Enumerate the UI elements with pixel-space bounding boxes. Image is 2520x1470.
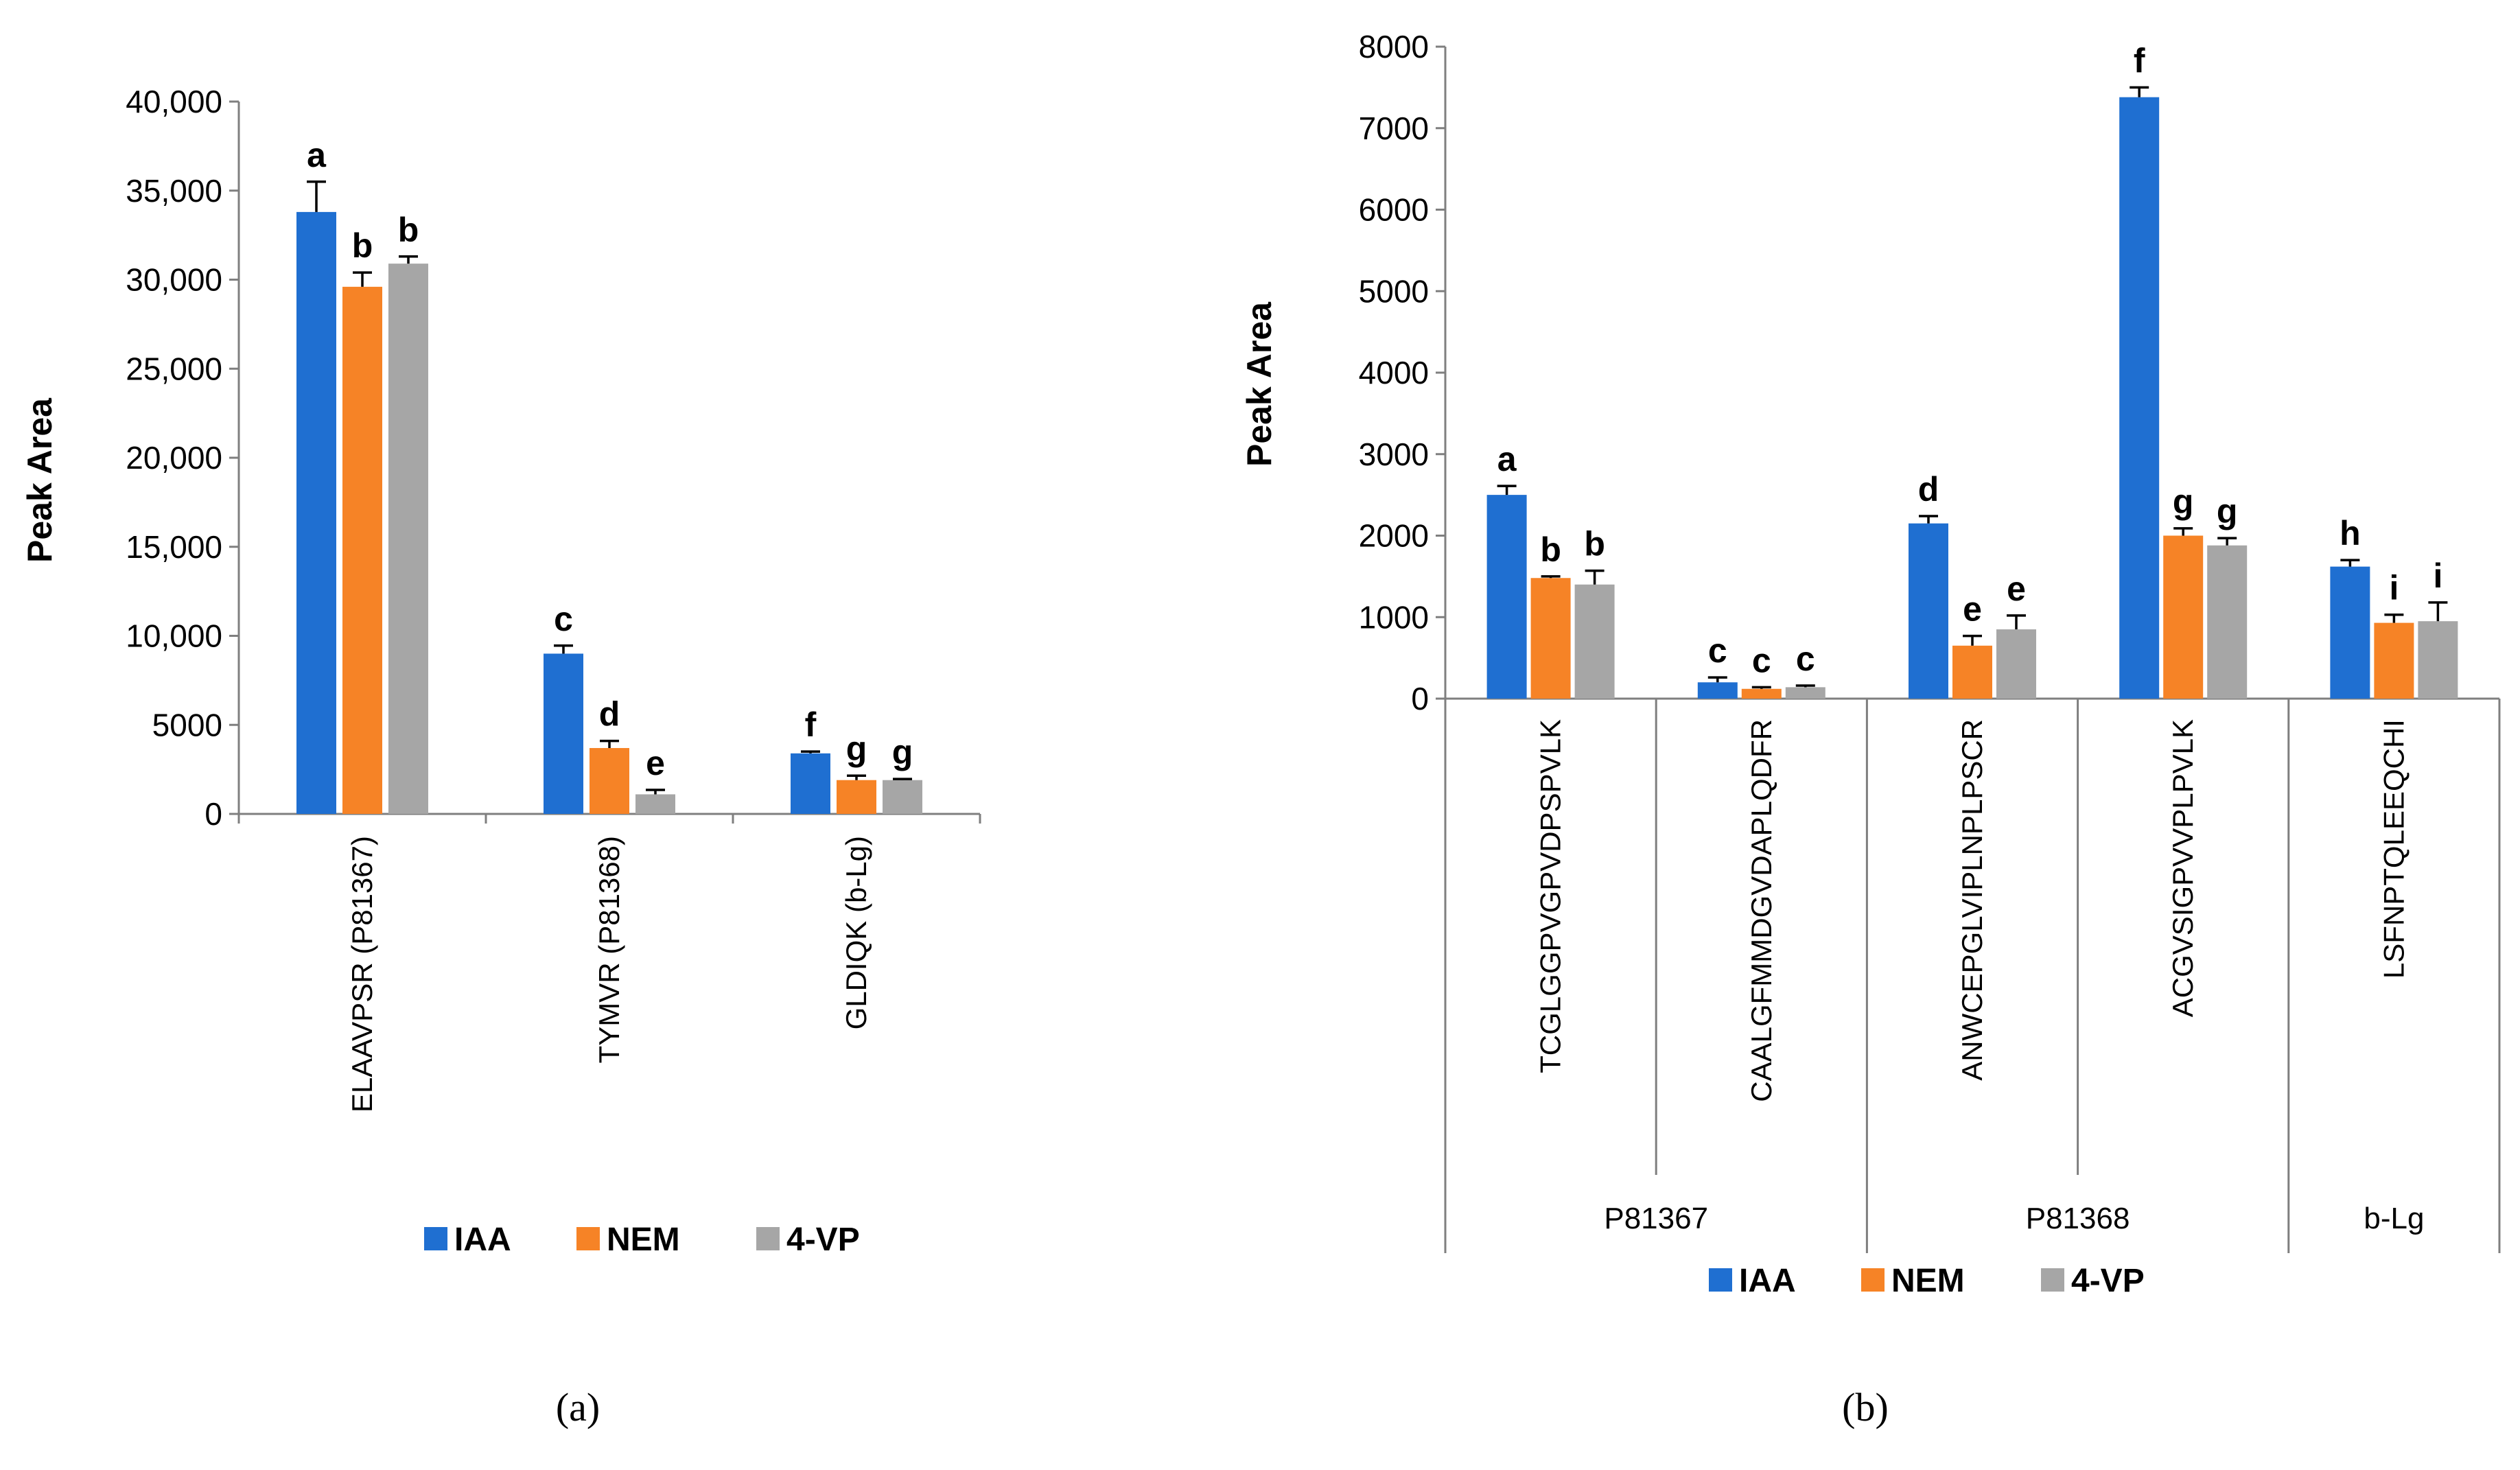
x-category-label: TYMVR (P81368) bbox=[593, 836, 625, 1063]
bar bbox=[1741, 688, 1782, 699]
significance-letter: a bbox=[1497, 440, 1517, 478]
significance-letter: h bbox=[2340, 514, 2361, 552]
significance-letter: c bbox=[1708, 631, 1727, 670]
bar bbox=[1909, 523, 1948, 699]
bar bbox=[388, 264, 428, 814]
y-tick-label: 0 bbox=[205, 796, 222, 832]
bar bbox=[2418, 621, 2458, 699]
y-tick-label: 0 bbox=[1411, 681, 1429, 716]
significance-letter: b bbox=[1584, 525, 1605, 563]
significance-letter: c bbox=[1752, 641, 1771, 679]
bar bbox=[883, 780, 922, 814]
significance-letter: g bbox=[846, 730, 867, 768]
y-tick-label: 7000 bbox=[1359, 110, 1429, 146]
y-tick-label: 6000 bbox=[1359, 192, 1429, 228]
significance-letter: c bbox=[554, 600, 573, 638]
x-category-label: CAALGFMMDGVDAPLQDFR bbox=[1745, 719, 1777, 1102]
y-tick-label: 1000 bbox=[1359, 599, 1429, 635]
bar bbox=[1952, 645, 1992, 699]
legend-swatch bbox=[1709, 1268, 1732, 1292]
significance-letter: b bbox=[1540, 530, 1561, 569]
significance-letter: e bbox=[1963, 590, 1982, 629]
x-category-label: LSFNPTQLEEQCHI bbox=[2377, 719, 2410, 979]
significance-letter: b bbox=[352, 226, 373, 265]
y-tick-label: 2000 bbox=[1359, 518, 1429, 554]
bar bbox=[1574, 584, 1615, 699]
significance-letter: a bbox=[307, 136, 327, 174]
significance-letter: b bbox=[398, 211, 419, 249]
bar bbox=[837, 780, 876, 814]
significance-letter: c bbox=[1796, 640, 1815, 678]
y-tick-label: 5000 bbox=[152, 707, 222, 743]
y-tick-label: 35,000 bbox=[126, 173, 222, 209]
bar bbox=[2207, 545, 2248, 699]
bar bbox=[342, 286, 382, 814]
panel-a-chart: 0 5000 10,000 15,000 20,000 25,000 30,000 35,00… bbox=[21, 84, 981, 1430]
legend-swatch bbox=[1861, 1268, 1885, 1292]
legend-swatch bbox=[576, 1227, 600, 1250]
y-tick-label: 4000 bbox=[1359, 355, 1429, 390]
legend-label: NEM bbox=[1891, 1263, 1965, 1299]
y-tick-label: 20,000 bbox=[126, 440, 222, 476]
bar bbox=[1996, 629, 2036, 699]
bar bbox=[791, 753, 830, 814]
x-group-label: b-Lg bbox=[2364, 1202, 2424, 1235]
bar bbox=[635, 794, 675, 814]
y-tick-label: 5000 bbox=[1359, 273, 1429, 309]
significance-letter: g bbox=[892, 733, 913, 771]
legend-label: IAA bbox=[1739, 1263, 1796, 1299]
y-axis-title: Peak Area bbox=[1240, 301, 1279, 467]
legend-label: NEM bbox=[607, 1222, 680, 1258]
significance-letter: d bbox=[599, 695, 620, 734]
y-tick-label: 10,000 bbox=[126, 618, 222, 654]
bar bbox=[1697, 682, 1738, 699]
significance-letter: e bbox=[2007, 570, 2026, 608]
y-axis-title: Peak Area bbox=[21, 397, 59, 563]
x-group-label: P81367 bbox=[1604, 1202, 1708, 1235]
y-tick-label: 30,000 bbox=[126, 262, 222, 298]
panel-b-chart: 0 1000 2000 3000 4000 5000 6000 7000 8000 P81367 P… bbox=[1240, 29, 2501, 1430]
y-tick-label: 8000 bbox=[1359, 29, 1429, 65]
legend-swatch bbox=[756, 1227, 780, 1250]
x-category-label: ELAAVPSR (P81367) bbox=[346, 836, 378, 1112]
legend-label: IAA bbox=[454, 1222, 511, 1258]
bar bbox=[2374, 622, 2414, 699]
x-category-label: TCGLGGPVGPVDPSPVLK bbox=[1535, 719, 1567, 1073]
bar bbox=[544, 653, 583, 814]
bar bbox=[590, 747, 629, 814]
significance-letter: f bbox=[805, 705, 817, 744]
significance-letter: d bbox=[1918, 470, 1939, 509]
bar bbox=[2330, 566, 2370, 699]
x-category-label: ANWCEPGLVIPLNPLPSCR bbox=[1956, 719, 1988, 1081]
significance-letter: i bbox=[2433, 557, 2442, 595]
legend-swatch bbox=[2041, 1268, 2064, 1292]
legend-swatch bbox=[424, 1227, 447, 1250]
panel-label: (a) bbox=[556, 1385, 600, 1430]
bar bbox=[1785, 687, 1825, 699]
x-category-label: ACGVSIGPVVPLPVLK bbox=[2167, 719, 2199, 1017]
bar bbox=[2119, 97, 2160, 699]
y-tick-label: 3000 bbox=[1359, 436, 1429, 472]
x-category-label: GLDIQK (b-Lg) bbox=[840, 836, 872, 1029]
legend-label: 4-VP bbox=[786, 1222, 860, 1258]
bar bbox=[296, 211, 336, 814]
y-tick-label: 25,000 bbox=[126, 351, 222, 386]
significance-letter: i bbox=[2389, 569, 2399, 607]
legend-label: 4-VP bbox=[2071, 1263, 2145, 1299]
significance-letter: g bbox=[2173, 482, 2194, 521]
x-group-label: P81368 bbox=[2026, 1202, 2130, 1235]
y-tick-label: 15,000 bbox=[126, 529, 222, 565]
panel-label: (b) bbox=[1842, 1385, 1889, 1430]
bar bbox=[1530, 578, 1571, 699]
bar bbox=[2163, 535, 2204, 699]
significance-letter: g bbox=[2217, 492, 2238, 530]
significance-letter: e bbox=[646, 744, 665, 782]
y-tick-label: 40,000 bbox=[126, 84, 222, 119]
bar bbox=[1486, 495, 1527, 699]
significance-letter: f bbox=[2134, 41, 2145, 80]
